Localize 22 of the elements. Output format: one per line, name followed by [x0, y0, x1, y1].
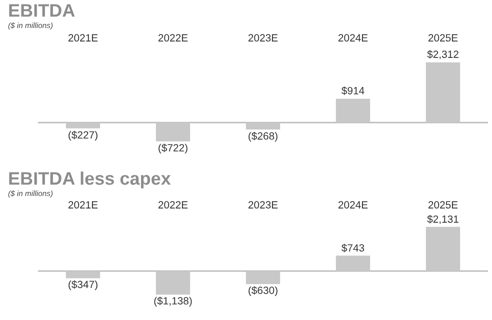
x-tick-label: 2025E	[428, 201, 458, 209]
x-tick-label: 2024E	[338, 201, 368, 209]
x-tick-label: 2021E	[68, 34, 98, 42]
data-label: ($268)	[248, 132, 278, 142]
x-tick-label: 2025E	[428, 34, 458, 42]
data-label: ($347)	[68, 280, 98, 290]
data-label: $2,312	[427, 50, 458, 60]
x-tick-label: 2022E	[158, 201, 188, 209]
x-tick-label: 2023E	[248, 34, 278, 42]
chart-title: EBITDA less capex	[9, 172, 171, 188]
data-label: ($227)	[68, 130, 98, 141]
data-label: $914	[342, 86, 364, 95]
x-tick-label: 2022E	[158, 34, 188, 42]
x-tick-label: 2021E	[68, 201, 98, 209]
data-label: ($630)	[248, 286, 278, 296]
data-label: $2,131	[427, 215, 458, 224]
chart-title: EBITDA	[9, 4, 75, 17]
x-tick-label: 2023E	[248, 201, 278, 209]
x-tick-label: 2024E	[338, 34, 368, 42]
data-label: $743	[342, 244, 364, 252]
data-label: ($1,138)	[154, 296, 192, 307]
data-label: ($722)	[158, 144, 188, 154]
